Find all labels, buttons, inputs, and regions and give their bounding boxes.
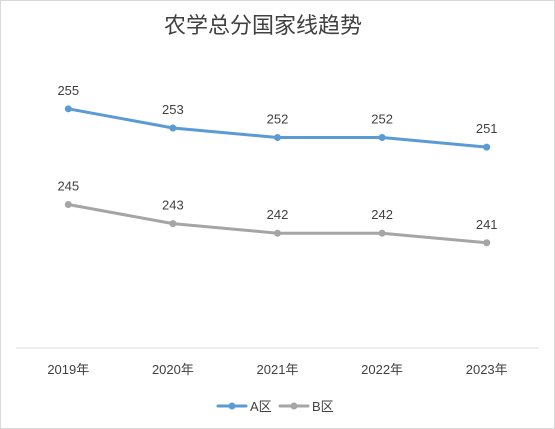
data-point bbox=[378, 229, 386, 237]
series-2: 245 243 242 242 241 bbox=[57, 179, 498, 247]
data-label: 242 bbox=[371, 207, 393, 222]
x-tick-label: 2019年 bbox=[47, 362, 89, 377]
x-tick-label: 2021年 bbox=[257, 362, 299, 377]
data-label: 245 bbox=[57, 179, 79, 194]
x-axis: 2019年 2020年 2021年 2022年 2023年 bbox=[16, 347, 539, 377]
data-label: 241 bbox=[476, 217, 498, 232]
series-1: 255 253 252 252 251 bbox=[57, 83, 498, 151]
data-label: 255 bbox=[57, 83, 79, 98]
data-point bbox=[274, 134, 281, 142]
legend-label: A区 bbox=[250, 399, 272, 414]
x-tick-label: 2023年 bbox=[466, 362, 508, 377]
data-point bbox=[483, 239, 491, 247]
data-label: 252 bbox=[267, 112, 289, 127]
legend: A区 B区 bbox=[216, 399, 334, 414]
x-tick-label: 2020年 bbox=[152, 362, 194, 377]
legend-item: A区 bbox=[216, 399, 272, 414]
x-tick-label: 2022年 bbox=[361, 362, 403, 377]
data-point bbox=[274, 229, 281, 237]
data-point bbox=[64, 201, 72, 208]
chart-title: 农学总分国家线趋势 bbox=[164, 14, 362, 39]
data-label: 242 bbox=[267, 207, 289, 222]
series-layer: 255 253 252 252 251 245 243 242 242 241 bbox=[57, 83, 498, 247]
data-point bbox=[169, 124, 177, 132]
data-point bbox=[483, 143, 491, 151]
data-label: 243 bbox=[162, 198, 184, 213]
data-point bbox=[378, 134, 386, 142]
legend-item: B区 bbox=[278, 399, 334, 414]
data-label: 253 bbox=[162, 102, 184, 117]
legend-marker bbox=[290, 402, 298, 410]
data-point bbox=[169, 220, 177, 228]
legend-marker bbox=[228, 402, 236, 410]
legend-label: B区 bbox=[312, 399, 334, 414]
data-label: 252 bbox=[371, 112, 393, 127]
data-label: 251 bbox=[476, 121, 498, 136]
data-point bbox=[64, 105, 72, 113]
